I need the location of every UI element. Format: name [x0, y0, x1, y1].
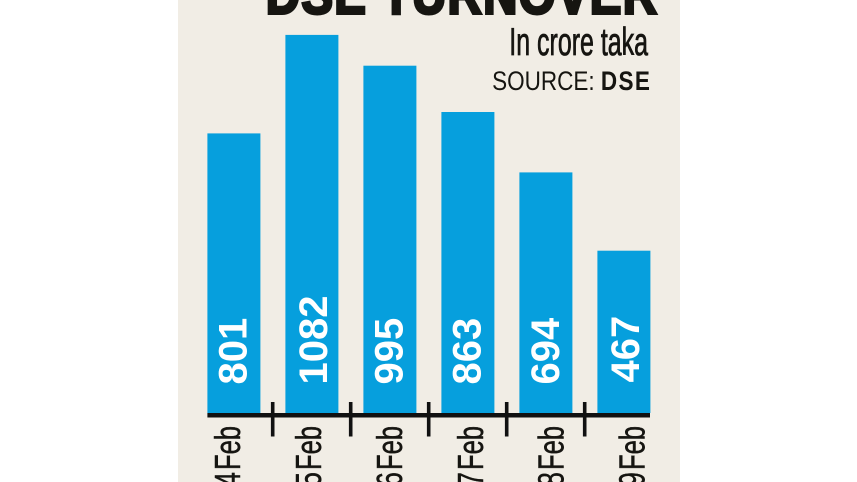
svg-text:801: 801 — [211, 318, 255, 385]
svg-text:DSE TURNOVER: DSE TURNOVER — [266, 0, 658, 26]
svg-text:9 Feb: 9 Feb — [612, 426, 652, 482]
svg-text:5 Feb: 5 Feb — [289, 426, 329, 482]
svg-text:467: 467 — [604, 316, 648, 383]
svg-text:1082: 1082 — [292, 296, 336, 385]
svg-text:694: 694 — [524, 317, 568, 384]
svg-text:In crore taka: In crore taka — [509, 19, 648, 63]
svg-text:7 Feb: 7 Feb — [451, 426, 491, 482]
svg-text:995: 995 — [367, 318, 411, 385]
svg-text:6 Feb: 6 Feb — [370, 426, 410, 482]
svg-text:4 Feb: 4 Feb — [208, 426, 248, 482]
svg-text:8 Feb: 8 Feb — [531, 426, 571, 482]
svg-text:SOURCE: DSE: SOURCE: DSE — [492, 67, 651, 96]
svg-text:863: 863 — [445, 318, 489, 385]
